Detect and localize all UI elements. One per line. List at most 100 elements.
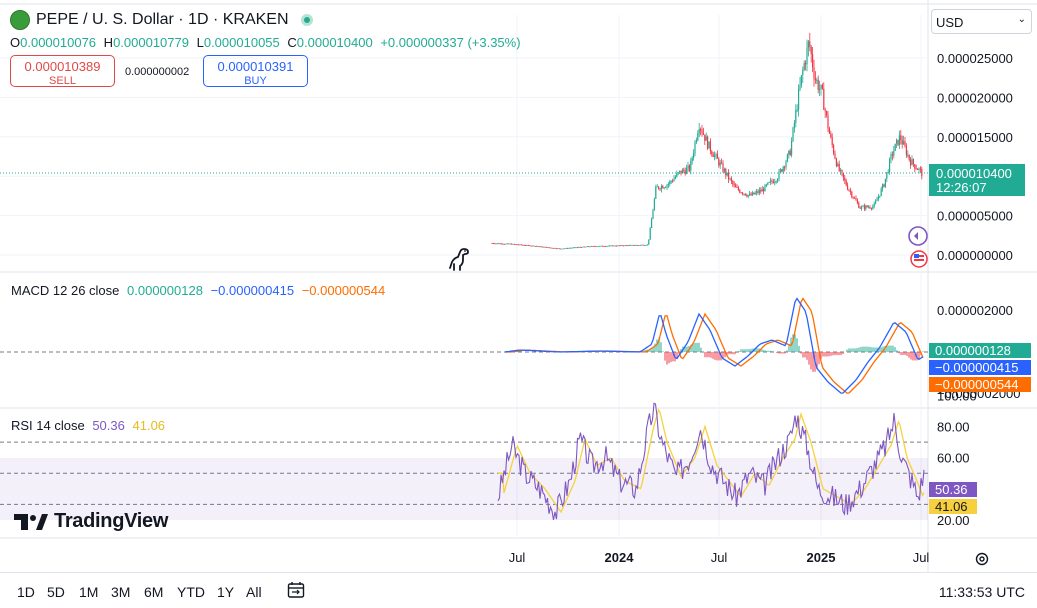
price-candle [517,244,518,245]
price-candle [893,151,894,156]
price-candle [797,110,798,111]
range-1y[interactable]: 1Y [217,584,234,600]
price-candle [704,135,705,141]
price-candle [839,164,840,171]
high-value: 0.000010779 [113,35,189,50]
range-6m[interactable]: 6M [144,584,163,600]
macd-histogram-bar [796,338,797,352]
price-candle [535,246,536,247]
price-candle [827,115,828,128]
price-candle [629,245,630,246]
macd-histogram-bar [766,351,767,352]
macd-histogram-bar [750,349,751,352]
price-tick-label: 0.000020000 [937,90,1013,105]
price-candle [874,204,875,207]
macd-histogram-bar [708,352,709,357]
price-candle [560,249,561,250]
price-candle [567,248,568,249]
rsi-legend-label: RSI 14 close [11,418,85,433]
buy-price: 0.000010391 [204,59,307,74]
price-candle [669,181,670,184]
price-candle [602,246,603,247]
range-3m[interactable]: 3M [111,584,130,600]
price-candle [788,151,789,155]
price-candle [538,246,539,247]
price-candle [666,185,667,187]
price-candle [540,246,541,247]
calendar-goto-icon[interactable] [287,581,305,599]
macd-tag-value: 0.000000128 [935,343,1011,358]
price-candle [855,198,856,200]
macd-histogram-bar [912,352,913,360]
macd-histogram-bar [794,334,795,352]
price-candle [573,248,574,249]
settings-gear-icon[interactable] [974,551,990,567]
macd-legend[interactable]: MACD 12 26 close 0.000000128 −0.00000041… [11,283,385,298]
clock[interactable]: 11:33:53 UTC [939,584,1025,600]
macd-histogram-bar [834,352,835,355]
price-candle [519,244,520,245]
price-candle [638,245,639,246]
macd-histogram-bar [866,347,867,352]
range-5d[interactable]: 5D [47,584,65,600]
price-candle [662,186,663,188]
price-candle [724,169,725,172]
price-candle [717,154,718,159]
symbol-header[interactable]: PEPE / U. S. Dollar · 1D · KRAKEN [10,10,313,30]
price-candle [539,246,540,247]
price-candle [816,80,817,81]
price-candle [701,129,702,132]
price-candle [564,248,565,249]
price-candle [913,159,914,164]
price-candle [734,184,735,185]
price-candle [657,187,658,188]
range-1m[interactable]: 1M [79,584,98,600]
market-status-icon [301,14,313,26]
price-candle [911,159,912,165]
price-candle [799,85,800,90]
price-candle [731,178,732,181]
price-candle [654,199,655,210]
sell-label: SELL [11,75,114,87]
price-candle [707,136,708,148]
macd-histogram-bar [762,350,763,352]
rsi-legend[interactable]: RSI 14 close 50.36 41.06 [11,418,165,433]
price-candle [886,172,887,179]
price-candle [753,193,754,195]
price-candle [613,246,614,247]
price-candle [721,163,722,164]
price-candle [715,154,716,155]
price-candle [515,244,516,245]
price-candle [907,155,908,156]
price-candle [507,244,508,245]
price-candle [830,134,831,138]
last-price-tag-countdown: 12:26:07 [936,180,987,195]
range-ytd[interactable]: YTD [177,584,205,600]
range-1d[interactable]: 1D [17,584,35,600]
price-candle [833,145,834,153]
low-value: 0.000010055 [204,35,280,50]
price-candle [504,244,505,245]
price-candle [533,246,534,247]
price-candle [692,158,693,161]
sell-button[interactable]: 0.000010389 SELL [10,55,115,87]
macd-histogram-bar [800,352,801,354]
tradingview-logo[interactable]: TradingView [14,510,168,533]
price-candle [652,210,653,219]
macd-histogram-bar [802,352,803,357]
macd-legend-v3: −0.000000544 [302,283,386,298]
price-candle [693,153,694,158]
currency-select[interactable]: USD ⌄ [931,9,1032,34]
price-candle [871,208,872,209]
price-candle [556,248,557,249]
price-candle [909,155,910,160]
price-candle [543,247,544,248]
range-all[interactable]: All [246,584,262,600]
buy-button[interactable]: 0.000010391 BUY [203,55,308,87]
price-candle [882,184,883,188]
price-candle [742,193,743,194]
price-candle [648,239,649,244]
price-candle [643,245,644,246]
price-candle [771,181,772,182]
